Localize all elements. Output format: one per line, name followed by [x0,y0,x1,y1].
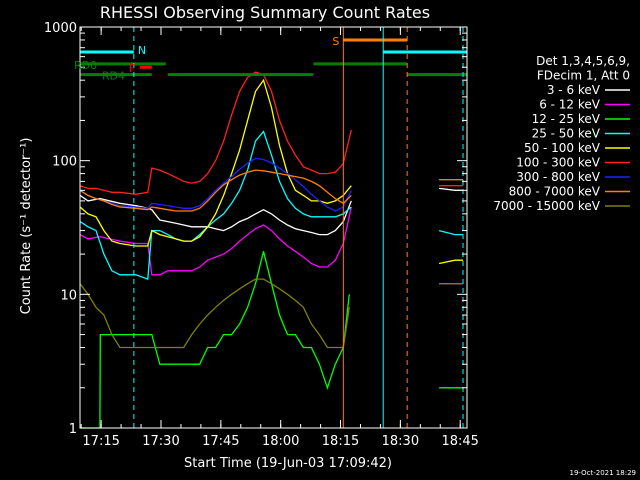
legend-label-25-50-kev: 25 - 50 keV [532,127,601,141]
series-line-25-50-kev [79,130,463,280]
legend-label-7000-15000-kev: 7000 - 15000 keV [493,199,600,213]
y-axis-ticks: 1 10 100 1000 [44,21,467,437]
series-layer [79,71,463,429]
annotation-f: F [129,62,135,75]
legend-label-800-7000-kev: 800 - 7000 keV [509,185,601,199]
legend-label-50-100-kev: 50 - 100 keV [524,141,601,155]
series-line-50-100-kev [79,78,463,265]
legend-label-12-25-kev: 12 - 25 keV [532,112,601,126]
y-tick-label: 1 [69,422,77,437]
legend-header: FDecim 1, Att 0 [537,69,630,83]
series-line-300-800-kev [79,157,352,212]
vertical-line-layer [133,27,464,428]
y-tick-label: 1000 [44,21,77,36]
legend-label-300-800-kev: 300 - 800 keV [516,170,600,184]
legend-header: Det 1,3,4,5,6,9, [536,54,630,68]
legend-label-6-12-kev: 6 - 12 keV [539,98,601,112]
y-axis-label: Count Rate (s⁻¹ detector⁻¹) [19,138,34,315]
legend-label-100-300-kev: 100 - 300 keV [516,156,600,170]
x-tick-label: 18:45 [441,434,478,449]
x-axis-label: Start Time (19-Jun-03 17:09:42) [184,456,392,471]
series-line-100-300-kev [79,71,463,195]
x-axis-ticks: 17:15 17:30 17:45 18:00 18:15 18:30 18:45 [80,27,479,449]
series-line-800-7000-kev [79,169,463,212]
x-tick-label: 17:45 [202,434,239,449]
legend: Det 1,3,4,5,6,9,FDecim 1, Att 03 - 6 keV… [493,54,630,213]
annotation-s: S [332,35,339,48]
plot-frame [79,26,468,429]
annotation-rd4: RD4 [102,70,125,83]
legend-label-3-6-kev: 3 - 6 keV [547,83,601,97]
chart-title: RHESSI Observing Summary Count Rates [100,3,430,22]
annotation-rd0: RD0 [74,59,97,72]
footer-timestamp: 19-Oct-2021 18:29 [570,469,636,477]
x-tick-label: 18:30 [382,434,419,449]
x-tick-label: 18:00 [262,434,299,449]
annotation-n: N [138,44,146,57]
series-line-12-25-kev [80,251,463,429]
x-tick-label: 18:15 [322,434,359,449]
x-tick-label: 17:30 [142,434,179,449]
status-bar-layer [80,38,467,77]
y-tick-label: 10 [60,288,77,303]
y-tick-label: 100 [52,155,77,170]
series-line-7000-15000-kev [79,278,463,349]
x-tick-label: 17:15 [82,434,119,449]
annotation-layer: NF S RD0 RD4 [74,35,339,83]
